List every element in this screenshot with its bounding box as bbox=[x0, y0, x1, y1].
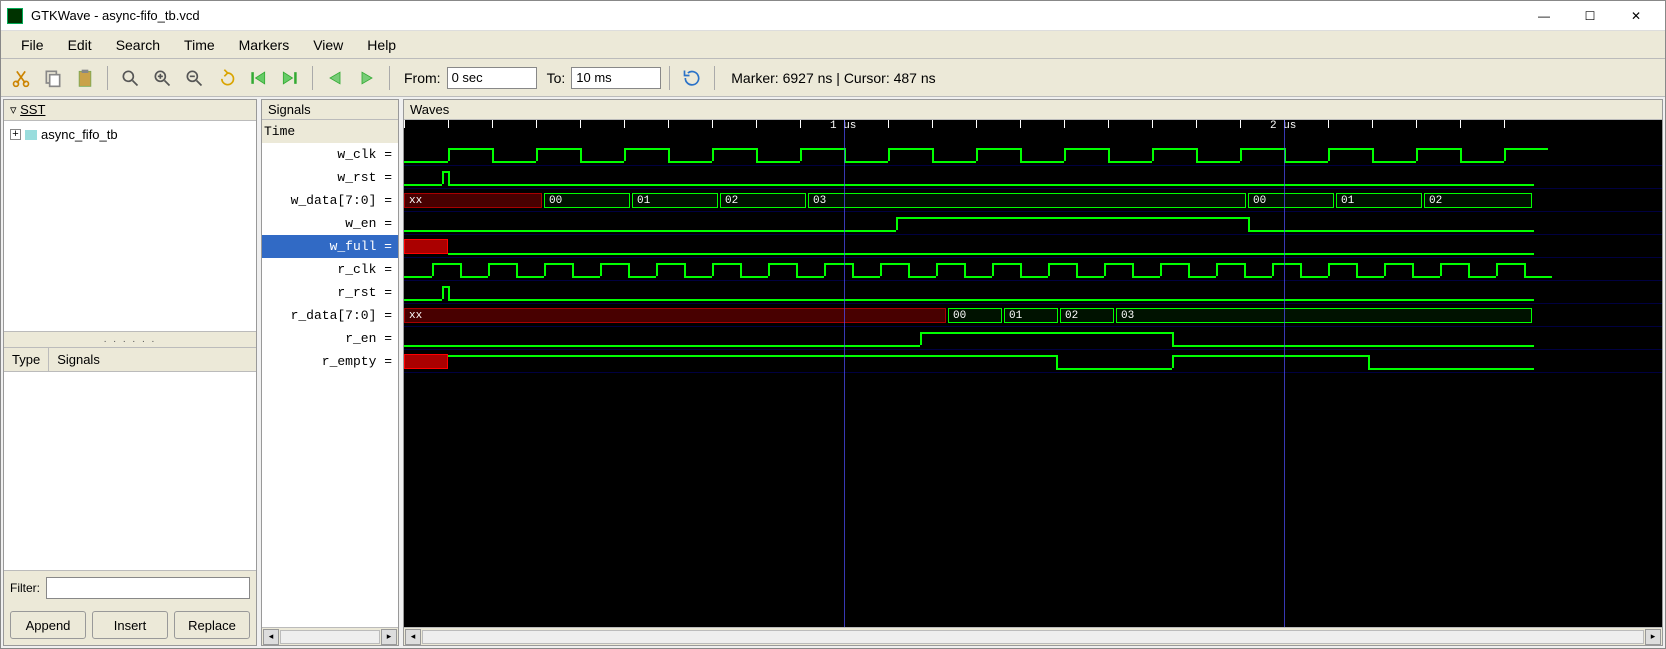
wave-row bbox=[404, 166, 1662, 189]
bus-segment: 00 bbox=[1248, 193, 1334, 208]
toolbar: From: To: Marker: 6927 ns | Cursor: 487 … bbox=[1, 59, 1665, 97]
scroll-left-icon[interactable]: ◂ bbox=[263, 629, 279, 645]
menubar: File Edit Search Time Markers View Help bbox=[1, 31, 1665, 59]
maximize-button[interactable]: ☐ bbox=[1567, 1, 1613, 31]
status-text: Marker: 6927 ns | Cursor: 487 ns bbox=[731, 70, 935, 86]
reload-icon[interactable] bbox=[678, 64, 706, 92]
window-title: GTKWave - async-fifo_tb.vcd bbox=[31, 8, 1521, 23]
wave-row bbox=[404, 350, 1662, 373]
signals-list[interactable]: Time w_clk =w_rst =w_data[7:0] =w_en =w_… bbox=[262, 120, 398, 627]
signal-row[interactable]: r_data[7:0] = bbox=[262, 304, 398, 327]
waves-hscroll[interactable]: ◂ ▸ bbox=[404, 627, 1662, 645]
type-signals-body[interactable] bbox=[4, 372, 256, 570]
tree-root-label: async_fifo_tb bbox=[41, 127, 118, 142]
from-input[interactable] bbox=[447, 67, 537, 89]
bus-segment: xx bbox=[404, 193, 542, 208]
close-button[interactable]: ✕ bbox=[1613, 1, 1659, 31]
next-edge-icon[interactable] bbox=[353, 64, 381, 92]
bus-segment: 01 bbox=[632, 193, 718, 208]
sst-title: ▿ SST bbox=[4, 100, 256, 121]
sst-button-row: Append Insert Replace bbox=[4, 605, 256, 645]
sst-pane: ▿ SST + async_fifo_tb . . . . . . Type S… bbox=[3, 99, 257, 646]
signal-row[interactable]: w_rst = bbox=[262, 166, 398, 189]
signal-row[interactable]: r_rst = bbox=[262, 281, 398, 304]
bus-segment: 00 bbox=[544, 193, 630, 208]
signal-row[interactable]: w_full = bbox=[262, 235, 398, 258]
bus-segment: 03 bbox=[808, 193, 1246, 208]
col-signals[interactable]: Signals bbox=[49, 348, 256, 371]
to-label: To: bbox=[547, 70, 566, 86]
wave-row bbox=[404, 258, 1662, 281]
waves-pane: Waves 1 us2 usxx00010203000102xx00010203… bbox=[403, 99, 1663, 646]
type-signals-header: Type Signals bbox=[4, 348, 256, 372]
splitter-dots[interactable]: . . . . . . bbox=[4, 332, 256, 348]
main-area: ▿ SST + async_fifo_tb . . . . . . Type S… bbox=[1, 97, 1665, 648]
signal-row[interactable]: r_empty = bbox=[262, 350, 398, 373]
menu-help[interactable]: Help bbox=[355, 33, 408, 57]
wave-row bbox=[404, 235, 1662, 258]
goto-end-icon[interactable] bbox=[276, 64, 304, 92]
menu-edit[interactable]: Edit bbox=[56, 33, 104, 57]
signal-row[interactable]: r_clk = bbox=[262, 258, 398, 281]
signal-row[interactable]: w_clk = bbox=[262, 143, 398, 166]
filter-input[interactable] bbox=[46, 577, 250, 599]
undo-zoom-icon[interactable] bbox=[212, 64, 240, 92]
wave-row bbox=[404, 281, 1662, 304]
cut-icon[interactable] bbox=[7, 64, 35, 92]
app-icon bbox=[7, 8, 23, 24]
wave-ruler: 1 us2 us bbox=[404, 120, 1662, 143]
wave-row bbox=[404, 143, 1662, 166]
wave-row bbox=[404, 327, 1662, 350]
goto-start-icon[interactable] bbox=[244, 64, 272, 92]
signal-row[interactable]: w_en = bbox=[262, 212, 398, 235]
scroll-right-icon[interactable]: ▸ bbox=[381, 629, 397, 645]
signals-pane: Signals Time w_clk =w_rst =w_data[7:0] =… bbox=[261, 99, 399, 646]
bus-segment: 02 bbox=[1060, 308, 1114, 323]
insert-button[interactable]: Insert bbox=[92, 611, 168, 639]
bus-segment: 01 bbox=[1004, 308, 1058, 323]
minimize-button[interactable]: — bbox=[1521, 1, 1567, 31]
tree-root-row[interactable]: + async_fifo_tb bbox=[10, 127, 250, 142]
menu-time[interactable]: Time bbox=[172, 33, 227, 57]
copy-icon[interactable] bbox=[39, 64, 67, 92]
bus-segment: 02 bbox=[720, 193, 806, 208]
col-type[interactable]: Type bbox=[4, 348, 49, 371]
wave-canvas[interactable]: 1 us2 usxx00010203000102xx00010203 bbox=[404, 120, 1662, 627]
zoom-in-icon[interactable] bbox=[148, 64, 176, 92]
wave-row: xx00010203 bbox=[404, 304, 1662, 327]
module-icon bbox=[25, 130, 37, 140]
menu-file[interactable]: File bbox=[9, 33, 56, 57]
menu-view[interactable]: View bbox=[301, 33, 355, 57]
prev-edge-icon[interactable] bbox=[321, 64, 349, 92]
bus-segment: 00 bbox=[948, 308, 1002, 323]
wave-row: xx00010203000102 bbox=[404, 189, 1662, 212]
filter-bar: Filter: bbox=[4, 570, 256, 605]
tree-expand-icon[interactable]: + bbox=[10, 129, 21, 140]
from-label: From: bbox=[404, 70, 441, 86]
menu-markers[interactable]: Markers bbox=[227, 33, 302, 57]
wave-scroll-left-icon[interactable]: ◂ bbox=[405, 629, 421, 645]
wave-row bbox=[404, 212, 1662, 235]
signal-row[interactable]: r_en = bbox=[262, 327, 398, 350]
paste-icon[interactable] bbox=[71, 64, 99, 92]
signals-time-header: Time bbox=[262, 120, 398, 143]
signal-row[interactable]: w_data[7:0] = bbox=[262, 189, 398, 212]
zoom-fit-icon[interactable] bbox=[116, 64, 144, 92]
zoom-out-icon[interactable] bbox=[180, 64, 208, 92]
wave-scroll-right-icon[interactable]: ▸ bbox=[1645, 629, 1661, 645]
filter-label: Filter: bbox=[10, 581, 40, 595]
to-input[interactable] bbox=[571, 67, 661, 89]
bus-segment: 01 bbox=[1336, 193, 1422, 208]
titlebar: GTKWave - async-fifo_tb.vcd — ☐ ✕ bbox=[1, 1, 1665, 31]
signals-title: Signals bbox=[262, 100, 398, 120]
bus-segment: 03 bbox=[1116, 308, 1532, 323]
waves-title: Waves bbox=[404, 100, 1662, 120]
append-button[interactable]: Append bbox=[10, 611, 86, 639]
bus-segment: 02 bbox=[1424, 193, 1532, 208]
sst-tree[interactable]: + async_fifo_tb bbox=[4, 121, 256, 332]
bus-segment: xx bbox=[404, 308, 946, 323]
signals-hscroll[interactable]: ◂ ▸ bbox=[262, 627, 398, 645]
replace-button[interactable]: Replace bbox=[174, 611, 250, 639]
menu-search[interactable]: Search bbox=[104, 33, 172, 57]
